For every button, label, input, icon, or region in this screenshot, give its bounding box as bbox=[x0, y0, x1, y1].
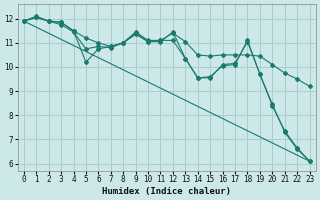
X-axis label: Humidex (Indice chaleur): Humidex (Indice chaleur) bbox=[102, 187, 231, 196]
